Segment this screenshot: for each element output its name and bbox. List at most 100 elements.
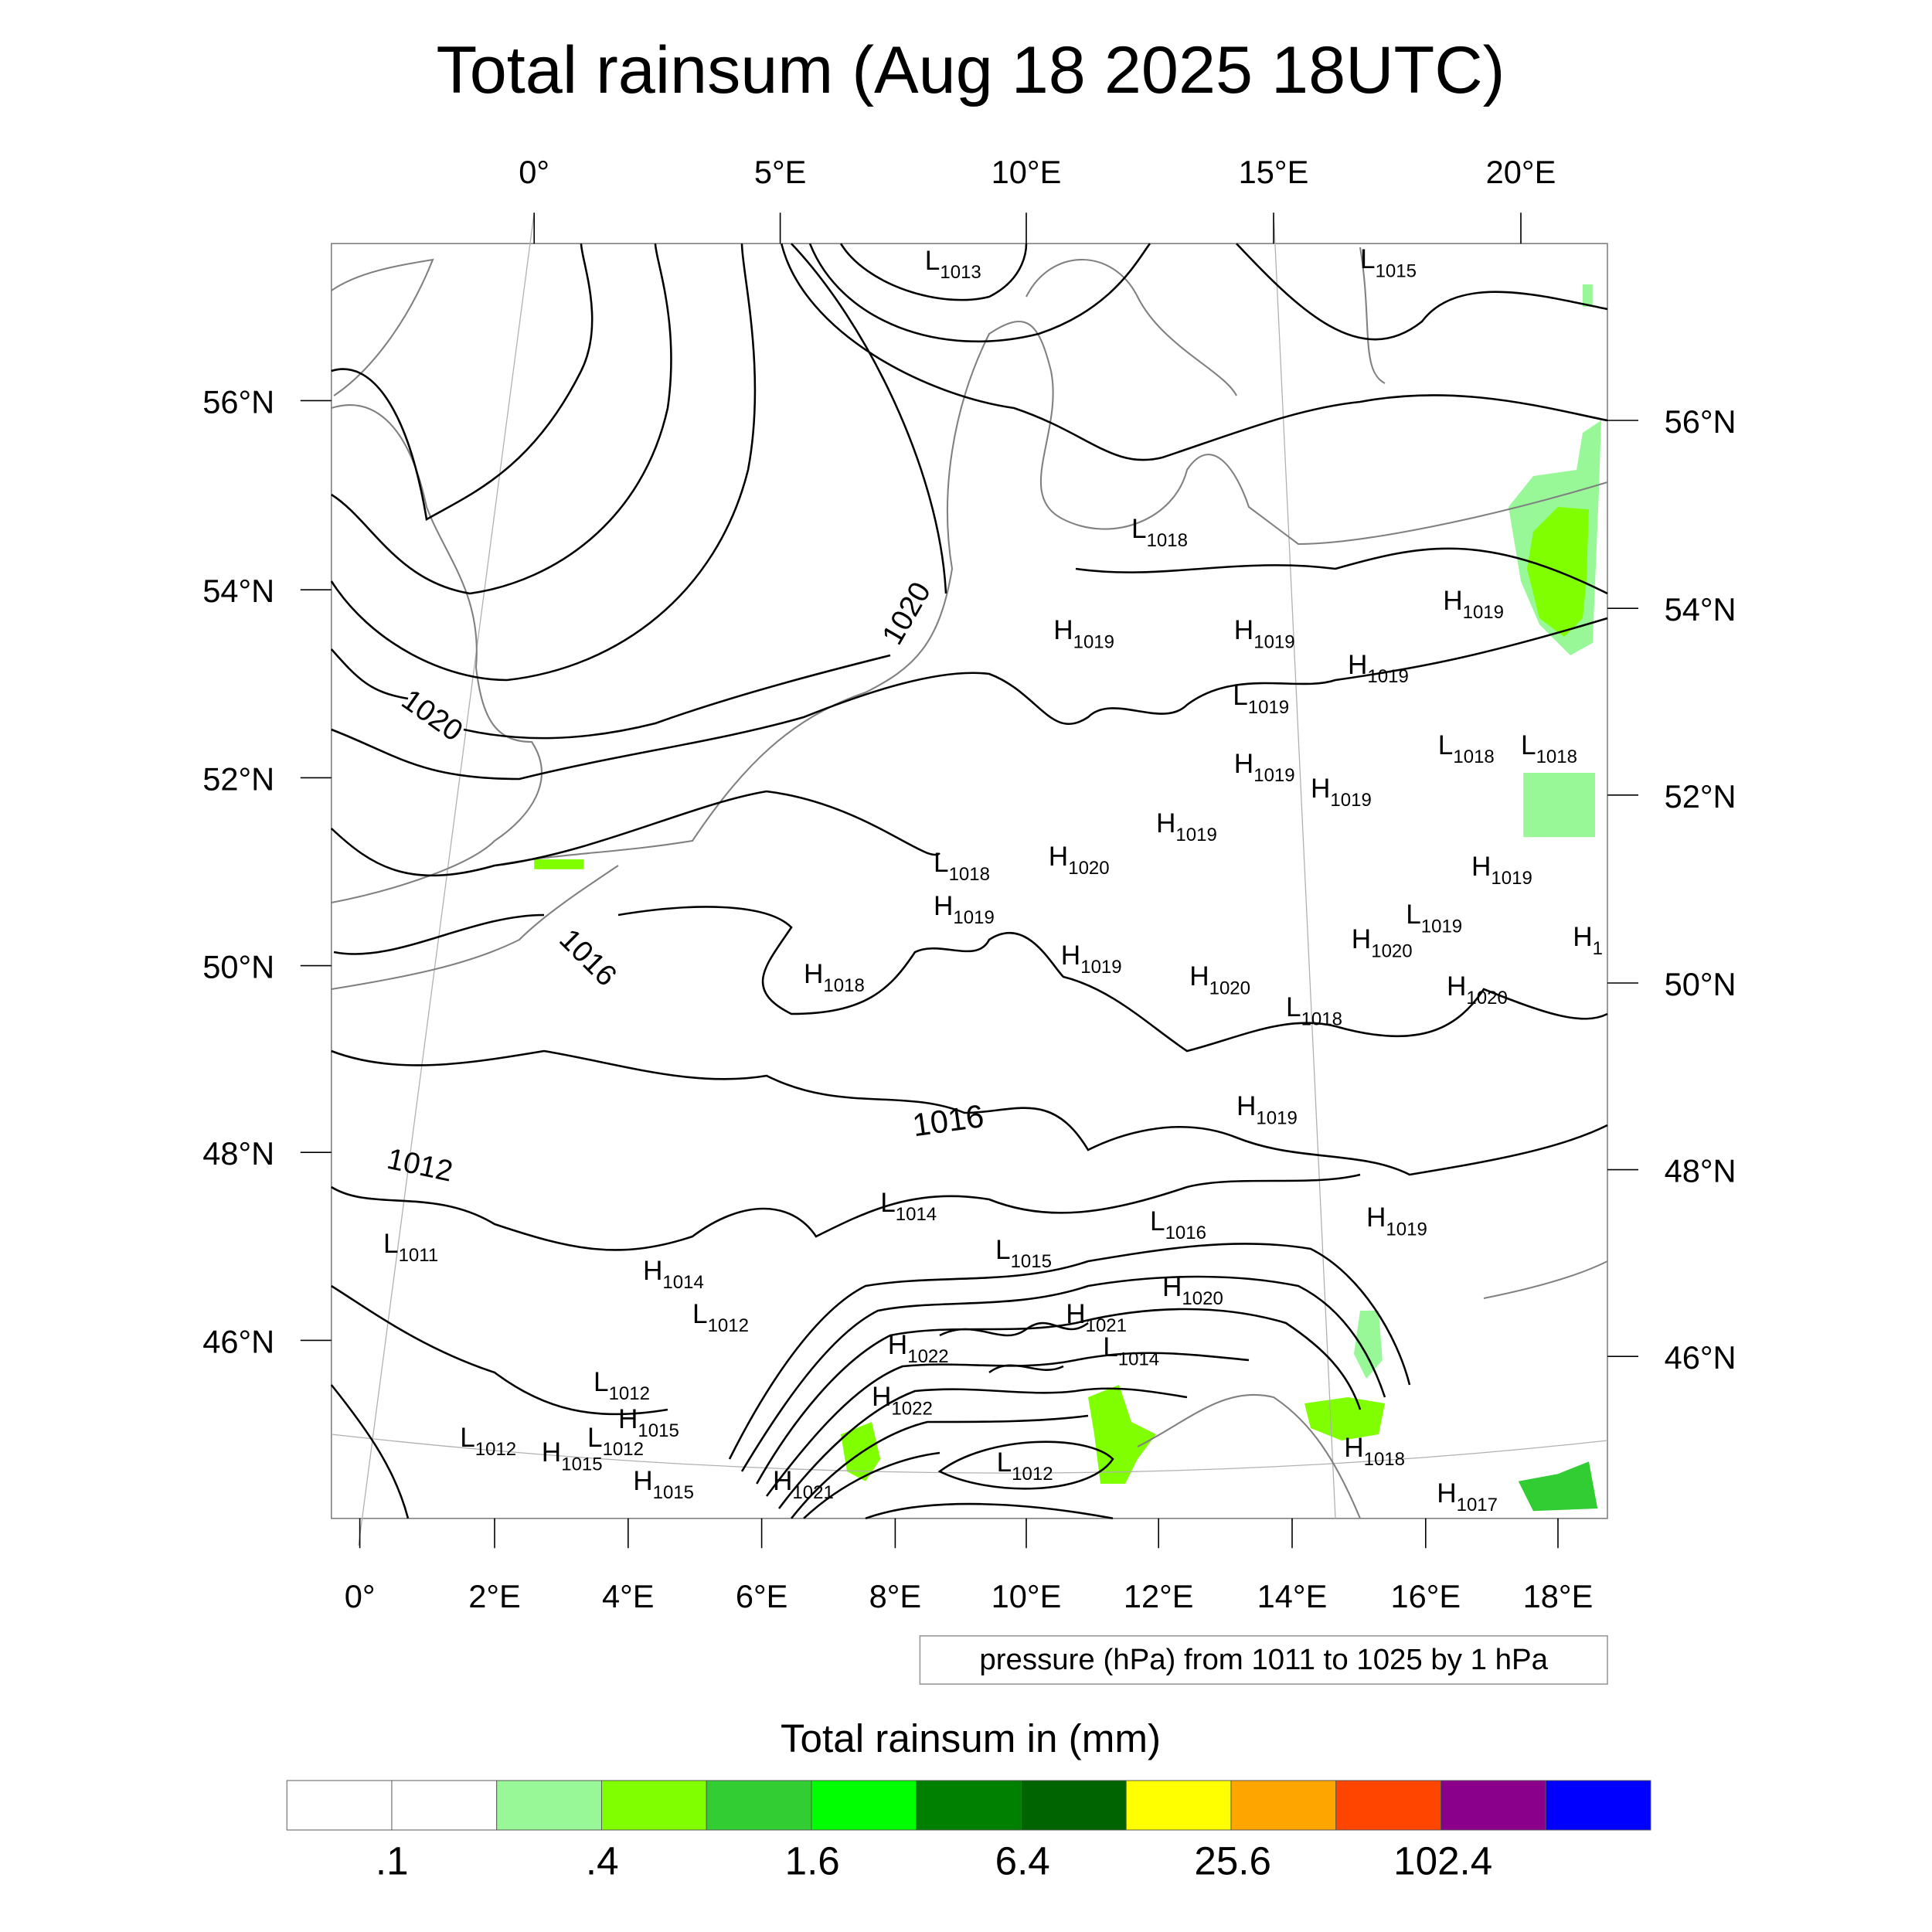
bottom-lon-label: 10°E (992, 1578, 1062, 1614)
bottom-lon-label: 4°E (602, 1578, 655, 1614)
left-lat-label: 46°N (202, 1323, 274, 1359)
colorbar-swatch (1230, 1780, 1337, 1831)
left-lat-label: 56°N (202, 383, 274, 420)
colorbar-swatch (600, 1780, 707, 1831)
colorbar-label: .1 (376, 1839, 409, 1883)
high-pressure-label: H1015 (633, 1466, 694, 1503)
bottom-lon-label: 12°E (1124, 1578, 1194, 1614)
bottom-lon-label: 0° (345, 1578, 376, 1614)
right-lat-label: 48°N (1665, 1153, 1736, 1189)
left-lat-label: 48°N (202, 1135, 274, 1172)
low-pressure-label: L1014 (1103, 1332, 1159, 1369)
rain-area-slovenia (1304, 1397, 1385, 1440)
left-lat-label: 52°N (202, 760, 274, 797)
high-pressure-label: H1015 (542, 1437, 603, 1475)
high-pressure-label: H1019 (1053, 615, 1114, 652)
colorbar-label: 6.4 (995, 1839, 1050, 1883)
figure-title: Total rainsum (Aug 18 2025 18UTC) (437, 33, 1505, 107)
low-pressure-label: L1012 (692, 1299, 749, 1336)
low-pressure-label: L1016 (1150, 1206, 1206, 1243)
colorbar-swatch (916, 1780, 1022, 1831)
left-lat-label: 54°N (202, 573, 274, 609)
colorbar-swatch (1125, 1780, 1232, 1831)
high-pressure-label: H1019 (1366, 1202, 1427, 1240)
colorbar-label: 102.4 (1393, 1839, 1492, 1883)
right-lat-label: 52°N (1665, 778, 1736, 815)
right-lat-label: 54°N (1665, 591, 1736, 628)
rain-area-north (1583, 284, 1593, 307)
high-pressure-label: H1020 (1049, 842, 1110, 879)
rain-fields (534, 284, 1601, 1512)
high-pressure-label: H1 (1573, 922, 1603, 959)
low-pressure-label: L1018 (934, 848, 990, 885)
right-lat-label: 56°N (1665, 403, 1736, 440)
high-pressure-label: H1019 (1234, 749, 1295, 786)
low-pressure-label: L1018 (1521, 730, 1577, 767)
low-pressure-label: L1014 (880, 1188, 937, 1225)
left-latitude-axis: 56°N 54°N 52°N 50°N 48°N 46°N (202, 383, 332, 1359)
top-lon-label: 0° (519, 154, 549, 190)
bottom-lon-label: 6°E (736, 1578, 788, 1614)
high-pressure-label: H1022 (872, 1382, 933, 1419)
high-pressure-label: H1019 (1471, 852, 1532, 889)
high-pressure-label: H1019 (1311, 774, 1372, 811)
low-pressure-label: L1019 (1233, 681, 1289, 718)
high-pressure-label: H1015 (618, 1404, 679, 1441)
low-pressure-label: L1013 (925, 246, 981, 283)
bottom-lon-label: 16°E (1390, 1578, 1461, 1614)
low-pressure-label: L1018 (1131, 514, 1188, 551)
contour-info-box: pressure (hPa) from 1011 to 1025 by 1 hP… (919, 1635, 1608, 1685)
bottom-lon-label: 2°E (468, 1578, 521, 1614)
top-lon-label: 5°E (754, 154, 807, 190)
high-pressure-label: H1022 (888, 1330, 949, 1367)
low-pressure-label: L1018 (1286, 992, 1342, 1029)
left-lat-label: 50°N (202, 949, 274, 985)
low-pressure-label: L1012 (587, 1423, 644, 1460)
alps-contour-cluster (728, 1243, 1411, 1519)
rain-area-west (534, 859, 584, 869)
high-pressure-label: H1021 (1066, 1299, 1127, 1336)
low-pressure-label: L1015 (1360, 244, 1417, 281)
colorbar-swatch (1440, 1780, 1546, 1831)
rain-area-alps-1 (1088, 1385, 1156, 1484)
high-pressure-label: H1019 (1234, 615, 1295, 652)
low-pressure-label: L1015 (995, 1235, 1052, 1272)
high-pressure-label: H1017 (1437, 1478, 1498, 1515)
low-pressure-label: L1019 (1406, 900, 1462, 937)
high-pressure-label: H1019 (1236, 1091, 1298, 1128)
top-lon-label: 20°E (1486, 154, 1556, 190)
colorbar-swatch (706, 1780, 812, 1831)
top-lon-label: 15°E (1239, 154, 1309, 190)
right-lat-label: 46°N (1665, 1339, 1736, 1376)
colorbar-swatch (1335, 1780, 1441, 1831)
rain-area-hungary (1354, 1311, 1383, 1379)
high-pressure-label: H1020 (1189, 961, 1250, 998)
right-latitude-axis: 56°N 54°N 52°N 50°N 48°N 46°N (1607, 403, 1736, 1376)
rain-area-poland (1523, 773, 1595, 838)
bottom-lon-label: 18°E (1523, 1578, 1594, 1614)
high-pressure-label: H1020 (1162, 1272, 1223, 1309)
bottom-lon-label: 14°E (1257, 1578, 1328, 1614)
right-lat-label: 50°N (1665, 966, 1736, 1002)
bottom-longitude-axis: 0° 2°E 4°E 6°E 8°E 10°E 12°E 14°E 16°E 1… (345, 1518, 1594, 1614)
colorbar-label: .4 (586, 1839, 619, 1883)
map-plot-area: 1020 1020 1016 1016 1012 L1013 L1015L1018… (330, 213, 1608, 1546)
colorbar-swatch (391, 1780, 498, 1831)
high-pressure-label: H1018 (804, 959, 865, 996)
low-pressure-label: L1012 (594, 1367, 650, 1404)
top-lon-label: 10°E (992, 154, 1062, 190)
colorbar: Total rainsum in (mm) .1 .4 1.6 6.4 25.6… (286, 1716, 1651, 1883)
high-pressure-label: H1014 (643, 1256, 704, 1293)
colorbar-swatch (286, 1780, 393, 1831)
colorbar-label: 1.6 (785, 1839, 840, 1883)
high-pressure-label: H1019 (934, 891, 995, 928)
colorbar-swatch (811, 1780, 917, 1831)
high-pressure-label: H1018 (1344, 1433, 1405, 1470)
low-pressure-label: L1011 (383, 1229, 438, 1266)
colorbar-swatch (1545, 1780, 1651, 1831)
colorbar-swatch (496, 1780, 602, 1831)
colorbar-swatch (1020, 1780, 1127, 1831)
pressure-contours (330, 243, 1608, 1520)
